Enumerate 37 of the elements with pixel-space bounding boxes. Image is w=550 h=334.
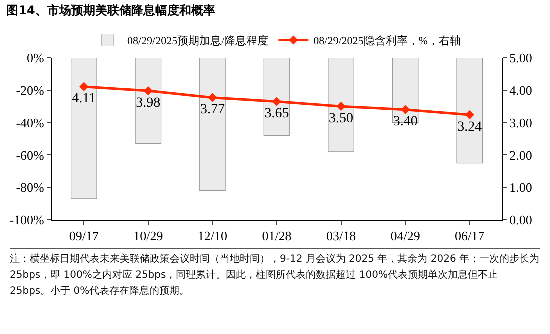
data-label: 3.40 (393, 114, 418, 130)
text: 注：横坐标日期代表未来美联储政策会议时间（当地时间），9-12 月会议为 2025 年，其余为 2026 年；一次的步长为 25bps，即 100%之内对应 25bps，同理累计。因此，柱图所代表的数据超过 100%代表预期单次加息但不止 25bps。小于 0%代表存在降息的预期。 (10, 252, 540, 299)
data-label: 3.65 (264, 106, 290, 122)
x-tick-label: 06/17 (455, 228, 486, 244)
x-tick-label: 04/29 (390, 228, 420, 244)
data-label: 3.24 (458, 120, 482, 135)
y2-tick-label: 3.00 (510, 115, 532, 130)
y-tick-label: 0% (27, 50, 45, 66)
data-label: 3.77 (200, 102, 225, 118)
x-tick-label: 09/17 (69, 228, 100, 244)
legend-label: 08/29/2025隐含利率，%，右轴 (314, 34, 461, 48)
x-tick-label: 03/18 (326, 228, 356, 244)
y-tick-label: -100% (10, 212, 45, 228)
point (336, 102, 346, 112)
y2-tick-label: 1.00 (510, 180, 532, 196)
x-tick-label: 10/29 (134, 228, 164, 244)
data-label: 4.11 (72, 92, 96, 107)
y-tick-label: -80% (16, 180, 45, 196)
x-tick-label: 01/28 (262, 228, 292, 244)
legend-label: 08/29/2025预期加息/降息程度 (128, 34, 269, 48)
data-label: 3.98 (136, 96, 161, 111)
y2-tick-label: 0.00 (510, 212, 532, 228)
point (272, 97, 282, 106)
point (465, 110, 474, 120)
point (401, 105, 410, 114)
y2-tick-label: 2.00 (510, 148, 532, 163)
y-tick-label: -20% (16, 82, 45, 98)
point (80, 82, 89, 92)
y2-tick-label: 4.00 (510, 82, 532, 98)
y-tick-label: -60% (16, 148, 45, 163)
point (144, 86, 153, 96)
point (208, 93, 218, 102)
y2-tick-label: 5.00 (510, 50, 532, 66)
x-tick-label: 12/10 (198, 228, 228, 244)
y-tick-label: -40% (16, 115, 45, 130)
data-label: 3.50 (329, 111, 354, 126)
chart-title: 图14、市场预期美联储降息幅度和概率 (6, 4, 216, 18)
